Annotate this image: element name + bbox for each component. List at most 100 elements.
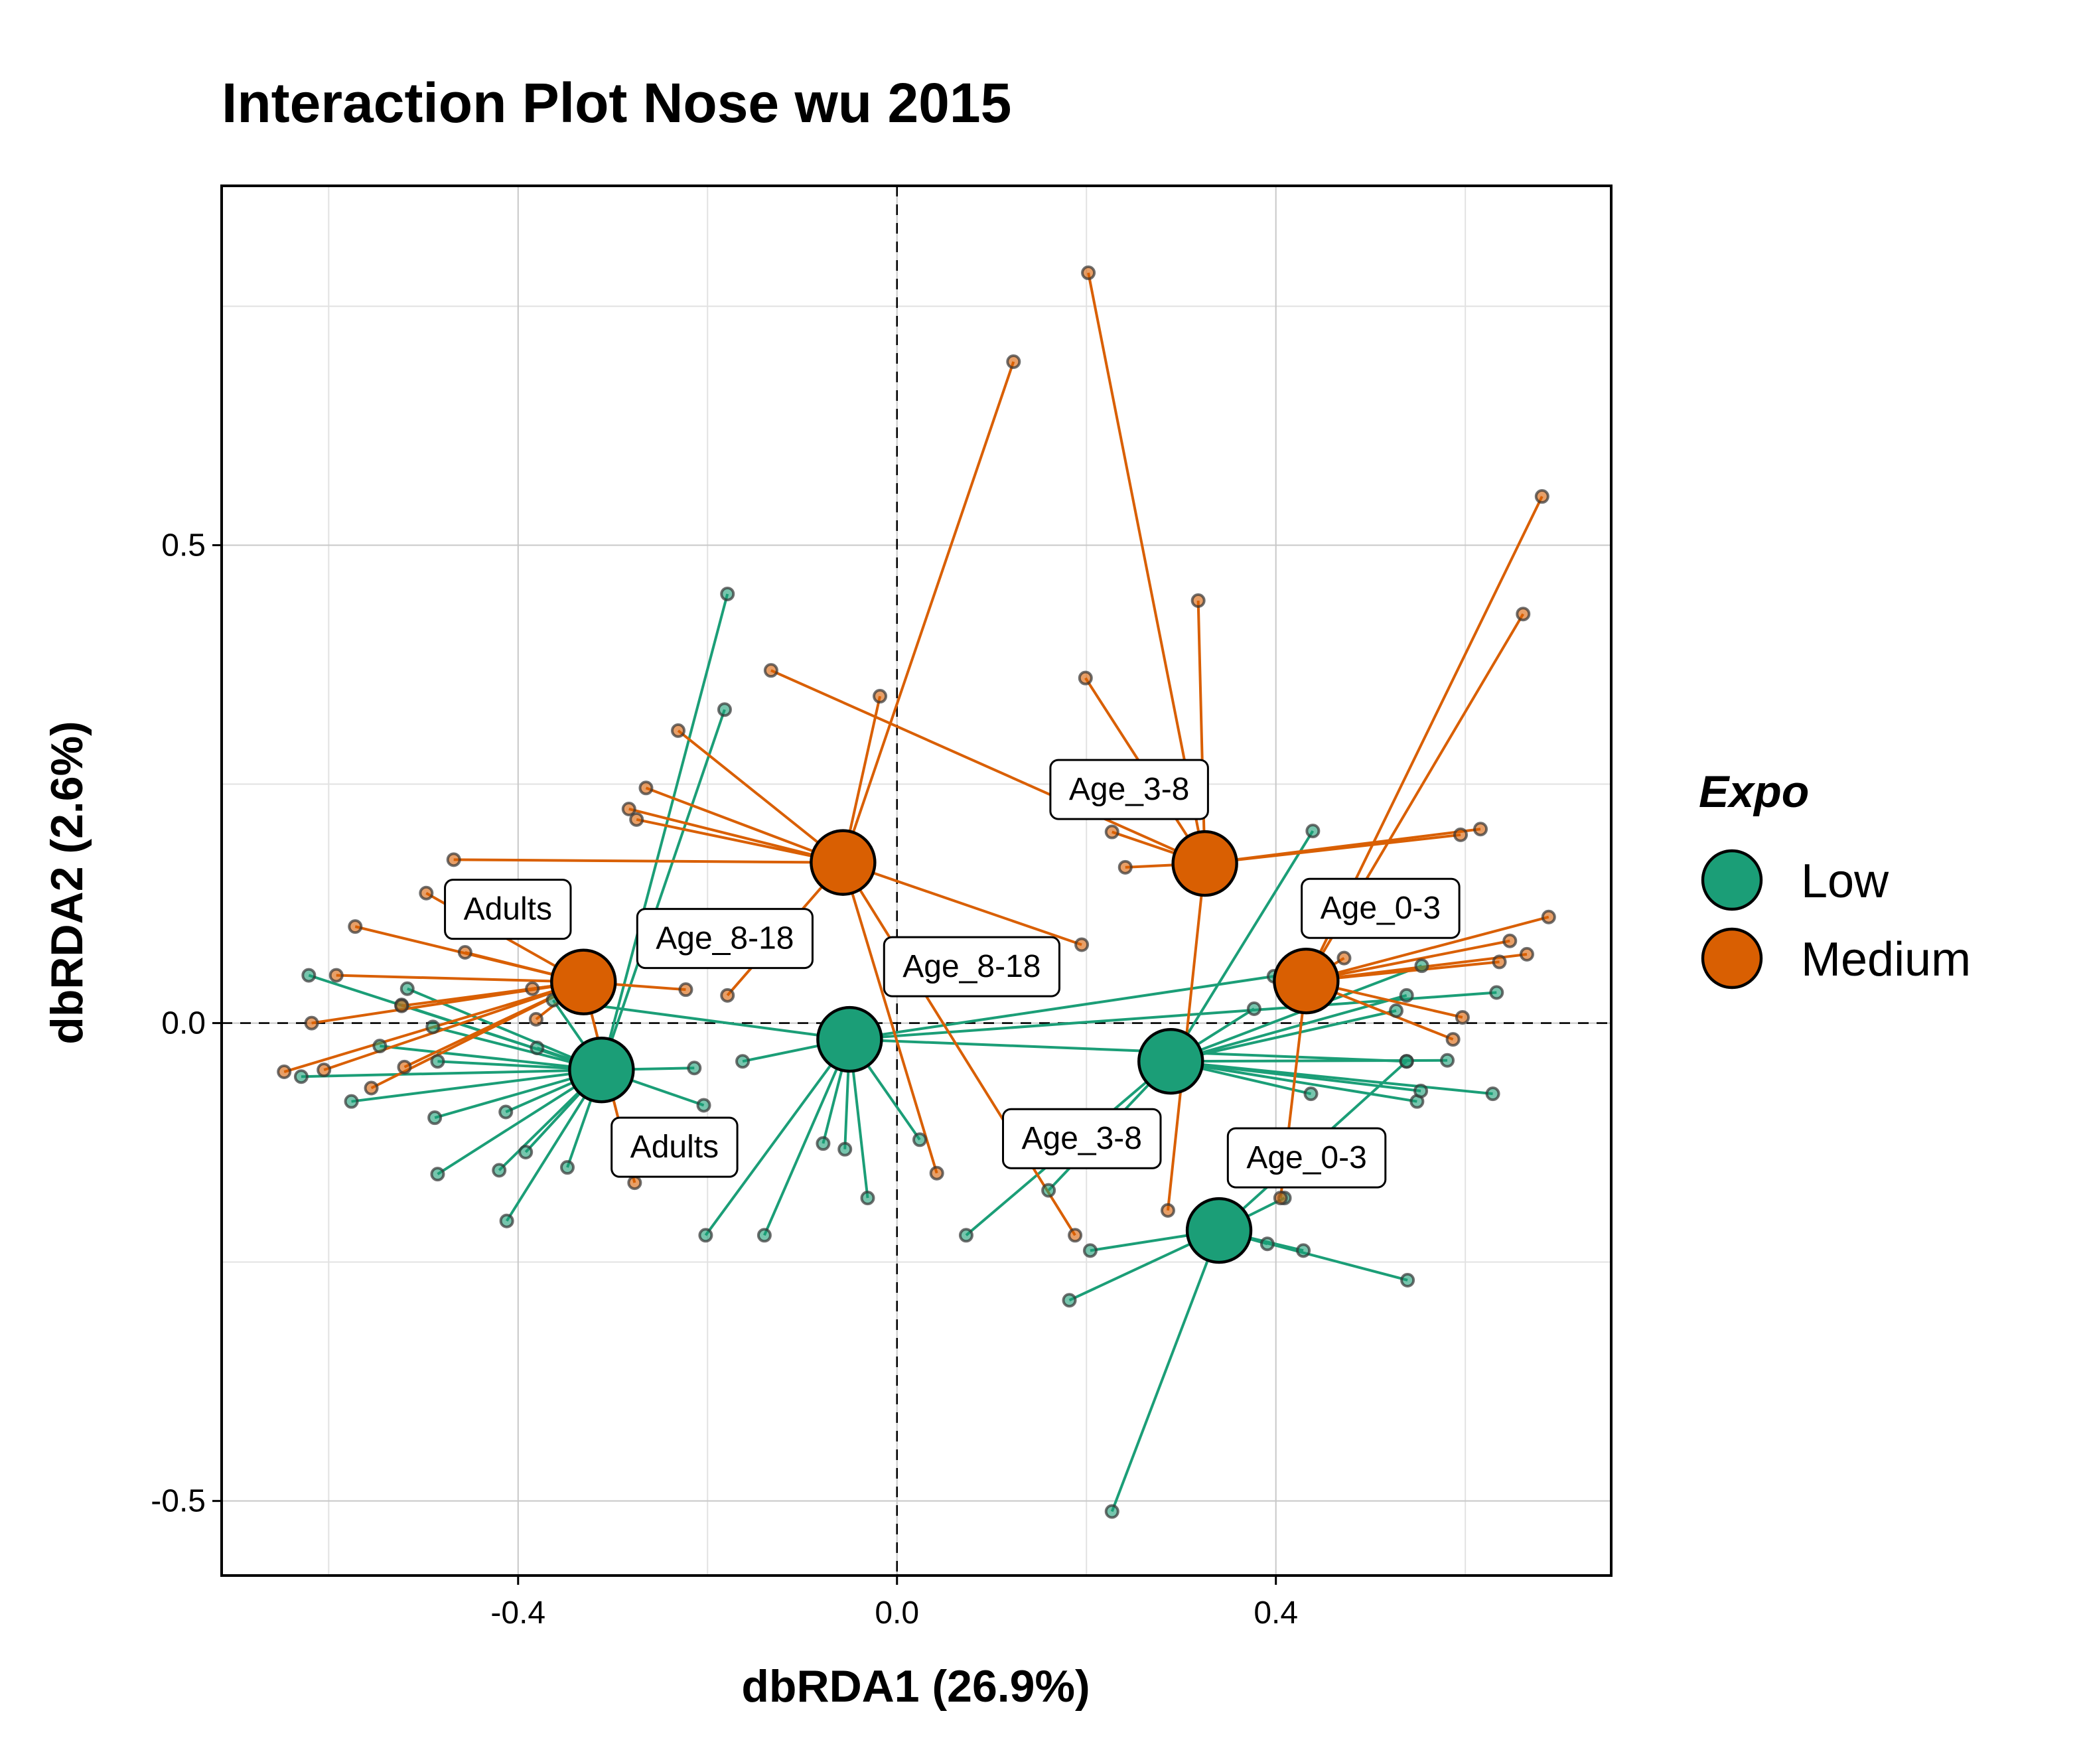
sample-point [735,1054,751,1069]
sample-point [1190,593,1206,609]
sample-point [1414,958,1429,974]
sample-point [1068,1228,1083,1243]
group-labels: Adults Age_8-18 Age_3-8 Age_0-3 Adults Age_8-… [444,759,1461,1189]
centroids [550,829,1340,1264]
spider-segment [1305,915,1549,983]
spider-segment [842,861,1082,946]
group-label-box [1049,759,1209,820]
group-label-box [1002,1108,1162,1169]
spider-segment [336,974,584,984]
sample-point [1399,988,1414,1003]
sample-point [756,1228,772,1243]
sample-point [1082,1243,1098,1258]
spider-segment [1110,1230,1220,1512]
sample-point [1400,1272,1415,1287]
sample-point [816,1136,831,1151]
sample-point [1413,1083,1429,1098]
sample-point [425,1019,441,1035]
spider-segment [849,975,1275,1041]
sample-point [717,702,732,717]
sample-point [1006,354,1021,369]
sample-point [1041,1183,1056,1198]
sample-point [430,1054,445,1069]
spider-segment [841,861,1076,1236]
y-axis-title: dbRDA2 (2.6%) [42,721,92,1044]
sample-point [1078,670,1093,686]
sample-point [525,981,540,996]
spider-segment [351,1068,602,1103]
sample-point [560,1160,575,1175]
sample-point [698,1228,713,1243]
sample-point [687,1061,702,1076]
x-tick-label: 0.4 [1254,1595,1298,1631]
centroid [1171,830,1238,897]
group-label: Adults [444,879,572,940]
group-label: Age_3-8 [1002,1108,1162,1169]
spider-segment [570,1000,850,1041]
spider-segment [704,1038,851,1236]
sample-point [277,1065,292,1080]
sample-point [1160,1203,1175,1218]
group-label-box [883,936,1060,997]
sample-point [348,919,363,934]
sample-point [638,780,654,796]
spider-segment [841,862,938,1174]
centroid [816,1005,883,1073]
group-label-text: Age_8-18 [902,949,1041,984]
spider-segment [763,1039,851,1236]
sample-point [1081,265,1096,281]
sample-point [696,1098,711,1113]
spider-segment [1204,828,1481,865]
legend-swatch [1701,927,1763,990]
sample-point [912,1132,927,1147]
x-tick-label: 0.0 [875,1595,919,1631]
sample-point [1485,1086,1500,1102]
sample-point [518,1145,534,1160]
group-label-box [1301,877,1461,939]
sample-point [293,1069,309,1084]
group-label: Age_0-3 [1301,877,1461,939]
spider-segment [1305,939,1510,983]
sample-point [492,1163,507,1178]
sample-point [394,998,409,1013]
sample-point [498,1104,514,1120]
sample-point [1440,1053,1455,1068]
chart-title: Interaction Plot Nose wu 2015 [222,72,1011,134]
spider-segment [1169,830,1315,1063]
sample-point [317,1063,332,1078]
sample-point [328,968,344,983]
sample-point [528,1011,543,1027]
sample-point [344,1094,359,1109]
sample-point [397,1059,412,1074]
legend-swatch [1701,849,1763,911]
sample-point [372,1039,388,1054]
spider-segment [1196,600,1206,864]
sample-point [1502,933,1518,948]
spider-segment [323,980,584,1072]
group-label-text: Age_0-3 [1246,1140,1366,1175]
group-label: Age_3-8 [1049,759,1209,820]
sample-point [860,1191,875,1206]
sample-point [837,1141,853,1157]
sample-point [1534,489,1549,504]
sample-point [873,689,888,704]
sample-point [399,981,415,996]
sample-point [671,723,686,738]
spider-segment [645,786,844,864]
centroid [1137,1027,1204,1095]
spider-segment [1170,1009,1397,1063]
sample-point [1104,824,1119,840]
legend-title: Expo [1699,767,1809,817]
spider-segment [380,1045,602,1072]
sample-point [1445,1032,1461,1047]
sample-point [1296,1243,1311,1258]
spider-segment [849,1038,1407,1063]
spider-segment [301,1068,602,1078]
sample-point [1336,950,1352,966]
sample-point [1541,909,1556,924]
spider-segment [600,593,729,1070]
group-label-text: Adults [630,1130,719,1165]
sample-point [929,1165,944,1181]
sample-point [763,663,778,678]
